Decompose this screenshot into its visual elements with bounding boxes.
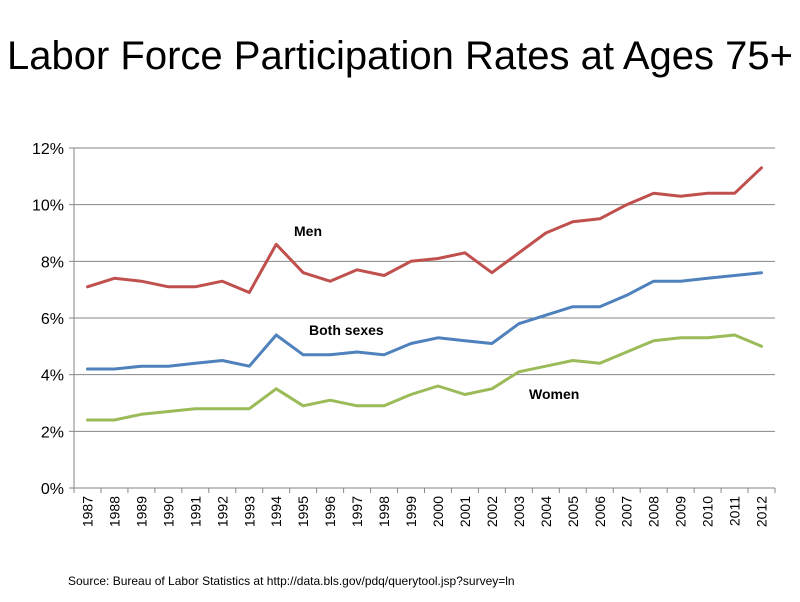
x-tick-label: 2008 [646,496,662,527]
y-tick-label: 6% [41,311,64,328]
x-tick-label: 1989 [133,496,149,527]
x-tick-label: 1996 [322,496,338,527]
x-tick-label: 1999 [403,496,419,527]
x-tick-label: 1987 [79,496,95,527]
x-tick-label: 1994 [268,496,284,527]
y-tick-label: 10% [32,198,64,215]
x-tick-label: 2001 [457,496,473,527]
x-tick-label: 1988 [106,496,122,527]
series-line-men [86,166,763,294]
annotation-women: Women [529,386,579,402]
y-tick-label: 12% [32,141,64,158]
x-axis-ticks: 1987 1988 1989 1990 1991 1992 1993 1994 1995 1996… [79,496,769,527]
source-note: Source: Bureau of Labor Statistics at ht… [68,574,515,588]
series-lines [86,166,763,422]
x-tick-label: 2009 [673,496,689,527]
x-tick-label: 2000 [430,496,446,527]
x-tick-label: 1992 [214,496,230,527]
x-tick-label: 2006 [592,496,608,527]
x-tick-label: 1997 [349,496,365,527]
x-tick-label: 2003 [511,496,527,527]
x-tick-label: 2011 [727,496,743,526]
annotation-men: Men [294,223,322,239]
y-tick-label: 8% [41,254,64,271]
series-line-both-sexes [86,271,763,371]
x-tick-label: 2002 [484,496,500,527]
annotation-both-sexes: Both sexes [309,322,384,338]
x-tick-label: 2010 [700,496,716,527]
x-tick-label: 1990 [160,496,176,527]
axes [69,147,776,493]
series-annotations: Men Both sexes Women [294,223,579,402]
y-tick-label: 2% [41,424,64,441]
x-tick-label: 1998 [376,496,392,527]
x-tick-label: 1993 [241,496,257,527]
y-tick-label: 0% [41,481,64,498]
chart-title: Labor Force Participation Rates at Ages … [6,34,793,78]
x-tick-label: 1995 [295,496,311,527]
x-tick-label: 2007 [619,496,635,527]
x-tick-label: 2004 [538,496,554,527]
x-tick-label: 2012 [754,496,770,527]
x-tick-label: 2005 [565,496,581,527]
x-tick-label: 1991 [187,496,203,527]
y-axis-ticks: 0% 2% 4% 6% 8% 10% 12% [32,141,64,498]
series-line-women [86,333,763,422]
y-tick-label: 4% [41,368,64,385]
